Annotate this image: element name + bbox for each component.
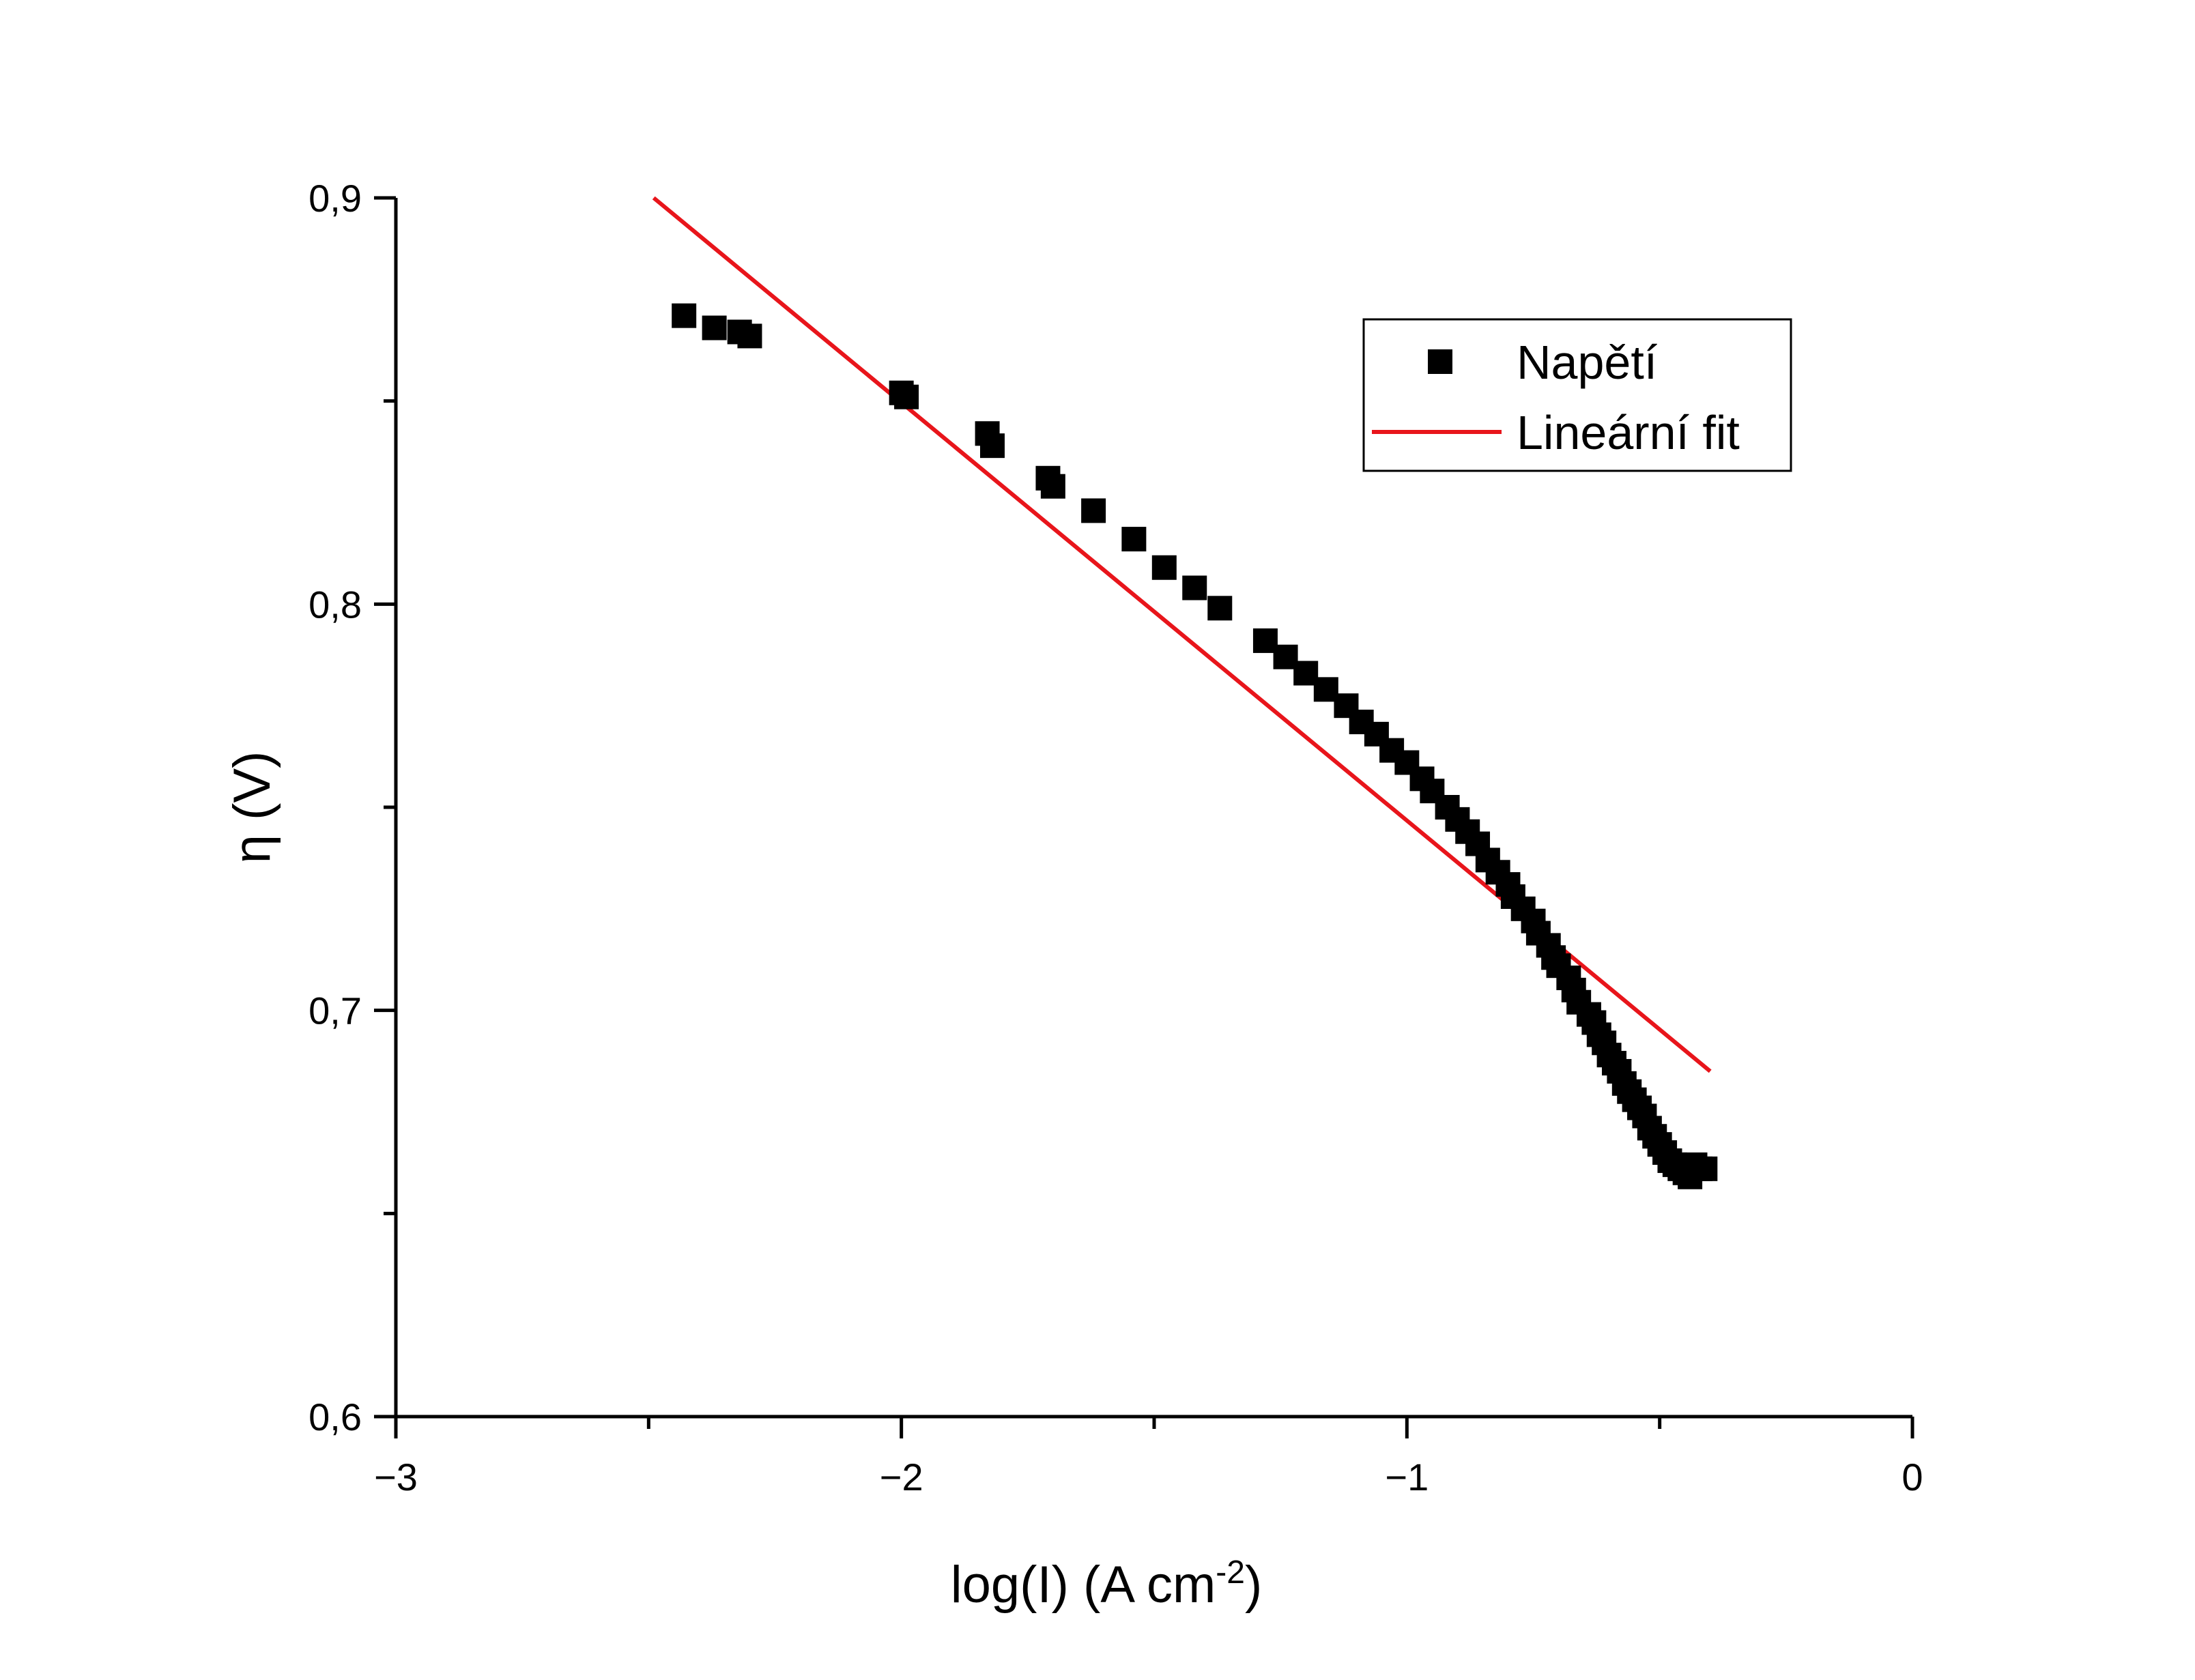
data-point bbox=[894, 384, 919, 409]
y-axis-title: η (V) bbox=[223, 751, 281, 864]
data-point bbox=[1207, 596, 1233, 621]
y-tick-label: 0,6 bbox=[309, 1395, 362, 1438]
data-point bbox=[1081, 498, 1106, 523]
data-point bbox=[1182, 575, 1207, 600]
x-tick-label: −1 bbox=[1385, 1455, 1429, 1498]
y-axis-ticks: 0,6 0,7 0,8 0,9 bbox=[309, 177, 396, 1438]
x-axis-title-main: log(I) (A cm bbox=[951, 1556, 1216, 1614]
data-point bbox=[1121, 527, 1147, 552]
plot-area bbox=[652, 196, 1718, 1189]
data-point bbox=[672, 303, 697, 328]
data-point bbox=[1693, 1156, 1718, 1181]
data-point bbox=[737, 323, 762, 349]
data-point bbox=[1040, 474, 1065, 499]
legend-box bbox=[1362, 318, 1792, 472]
y-tick-label: 0,8 bbox=[309, 583, 362, 626]
legend-label-napeti: Napětí bbox=[1517, 336, 1658, 389]
legend-label-linearni-fit: Lineární fit bbox=[1517, 406, 1740, 459]
data-point bbox=[702, 315, 727, 341]
data-point bbox=[979, 433, 1005, 459]
x-axis-title-superscript: -2 bbox=[1216, 1554, 1245, 1591]
x-tick-label: −3 bbox=[374, 1455, 418, 1498]
legend-marker-square bbox=[1428, 349, 1452, 374]
y-tick-label: 0,9 bbox=[309, 177, 362, 220]
x-axis-ticks: −3 −2 −1 0 bbox=[374, 1417, 1923, 1498]
x-axis-title: log(I) (A cm-2) bbox=[951, 1554, 1263, 1614]
data-point bbox=[1151, 555, 1177, 580]
legend: Napětí Lineární fit bbox=[1362, 318, 1792, 472]
points-layer bbox=[672, 303, 1718, 1189]
x-tick-label: 0 bbox=[1902, 1455, 1923, 1498]
y-tick-label: 0,7 bbox=[309, 989, 362, 1032]
x-axis-title-tail: ) bbox=[1245, 1556, 1262, 1614]
x-tick-label: −2 bbox=[880, 1455, 923, 1498]
